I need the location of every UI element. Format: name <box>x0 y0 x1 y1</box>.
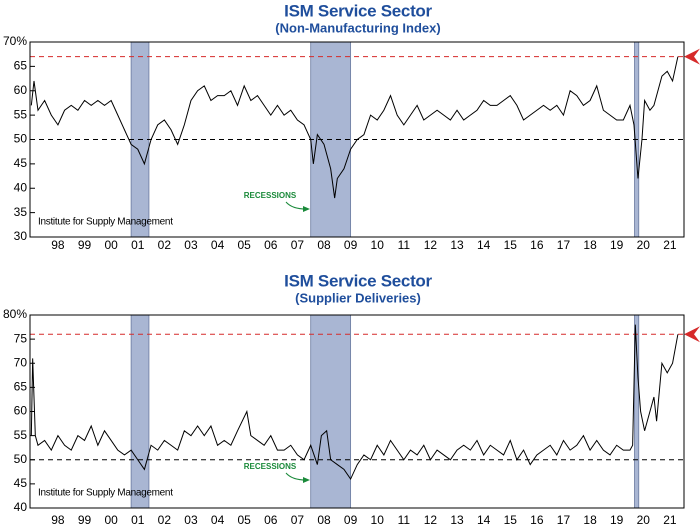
recession-band <box>130 314 150 509</box>
source-note: Institute for Supply Management <box>38 217 173 228</box>
x-tick-label: 13 <box>450 238 464 252</box>
x-tick-label: 20 <box>637 238 651 252</box>
y-tick-label: 60 <box>14 83 28 97</box>
x-tick-label: 05 <box>238 513 252 527</box>
source-note: Institute for Supply Management <box>38 488 173 499</box>
x-tick-label: 15 <box>504 513 518 527</box>
x-tick-label: 03 <box>184 238 198 252</box>
chart-title: ISM Service Sector <box>284 1 432 20</box>
chart-subtitle: (Non-Manufacturing Index) <box>275 20 440 35</box>
x-tick-label: 09 <box>344 513 358 527</box>
x-tick-label: 98 <box>51 513 65 527</box>
y-tick-label: 65 <box>14 59 28 73</box>
recession-band <box>310 314 352 509</box>
series-line <box>30 56 679 199</box>
x-tick-label: 14 <box>477 513 491 527</box>
x-tick-label: 02 <box>158 513 172 527</box>
y-tick-label: 70 <box>14 355 28 369</box>
x-tick-label: 12 <box>424 513 438 527</box>
y-tick-label: 45 <box>14 156 28 170</box>
y-tick-label: 75 <box>14 331 28 345</box>
x-tick-label: 07 <box>291 513 305 527</box>
x-tick-label: 00 <box>104 238 118 252</box>
x-tick-label: 99 <box>78 513 92 527</box>
x-tick-label: 11 <box>398 238 411 252</box>
recessions-label: RECESSIONS <box>244 462 297 471</box>
x-tick-label: 11 <box>398 513 411 527</box>
recessions-arrowhead <box>303 477 310 483</box>
x-tick-label: 20 <box>637 513 651 527</box>
x-tick-label: 19 <box>610 238 624 252</box>
x-tick-label: 18 <box>583 513 597 527</box>
y-tick-label: 45 <box>14 476 28 490</box>
x-tick-label: 18 <box>583 238 597 252</box>
x-tick-label: 12 <box>424 238 438 252</box>
x-tick-label: 01 <box>131 238 145 252</box>
plot-frame <box>29 314 685 509</box>
x-tick-label: 10 <box>371 238 385 252</box>
y-tick-label: 40 <box>14 500 28 514</box>
latest-marker <box>684 326 700 343</box>
y-tick-label: 60 <box>14 404 28 418</box>
x-tick-label: 99 <box>78 238 92 252</box>
x-tick-label: 17 <box>557 238 571 252</box>
y-tick-label: 30 <box>14 229 28 243</box>
recessions-arrowhead <box>303 206 310 212</box>
y-tick-label: 40 <box>14 180 28 194</box>
latest-marker <box>684 48 700 65</box>
x-tick-label: 09 <box>344 238 358 252</box>
x-tick-label: 19 <box>610 513 624 527</box>
plot-frame <box>29 41 685 238</box>
x-tick-label: 13 <box>450 513 464 527</box>
y-tick-label: 65 <box>14 380 28 394</box>
x-tick-label: 08 <box>317 238 331 252</box>
y-tick-label: 35 <box>14 205 28 219</box>
x-tick-label: 01 <box>131 513 145 527</box>
recessions-label: RECESSIONS <box>244 191 297 200</box>
series-line <box>30 324 679 481</box>
x-tick-label: 21 <box>663 513 677 527</box>
x-tick-label: 14 <box>477 238 491 252</box>
x-tick-label: 10 <box>371 513 385 527</box>
x-tick-label: 07 <box>291 238 305 252</box>
x-tick-label: 03 <box>184 513 198 527</box>
y-tick-label: 55 <box>14 428 28 442</box>
y-tick-label: 50 <box>14 452 28 466</box>
x-tick-label: 04 <box>211 238 225 252</box>
y-tick-label: 50 <box>14 132 28 146</box>
chart-title: ISM Service Sector <box>284 271 432 290</box>
x-tick-label: 04 <box>211 513 225 527</box>
x-tick-label: 06 <box>264 513 278 527</box>
y-tick-label: 55 <box>14 107 28 121</box>
x-tick-label: 16 <box>530 513 544 527</box>
x-tick-label: 17 <box>557 513 571 527</box>
x-tick-label: 00 <box>104 513 118 527</box>
x-tick-label: 21 <box>663 238 677 252</box>
x-tick-label: 05 <box>238 238 252 252</box>
x-tick-label: 02 <box>158 238 172 252</box>
x-tick-label: 08 <box>317 513 331 527</box>
y-tick-label: 80% <box>3 307 27 321</box>
x-tick-label: 06 <box>264 238 278 252</box>
x-tick-label: 98 <box>51 238 65 252</box>
chart-subtitle: (Supplier Deliveries) <box>295 290 421 305</box>
y-tick-label: 70% <box>3 34 27 48</box>
x-tick-label: 15 <box>504 238 518 252</box>
x-tick-label: 16 <box>530 238 544 252</box>
